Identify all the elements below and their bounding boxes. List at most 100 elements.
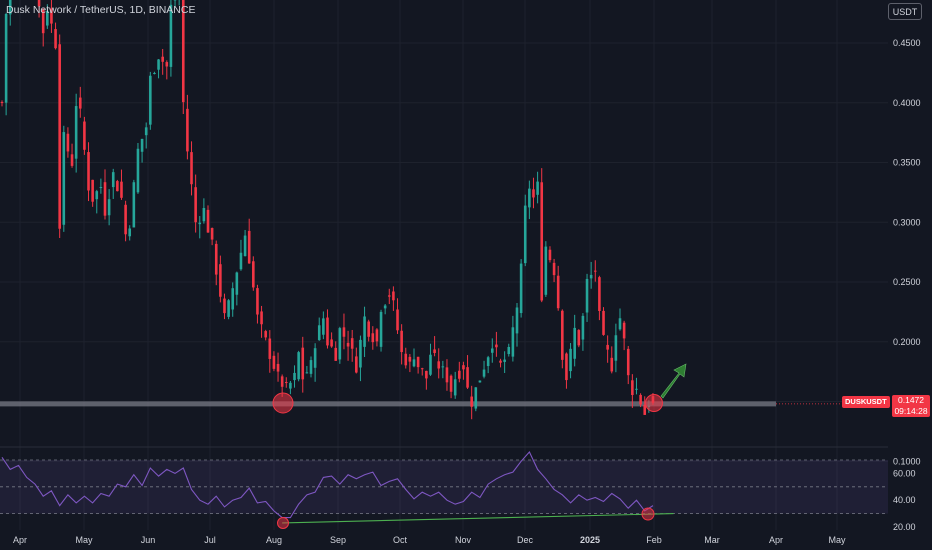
candle-body <box>437 361 441 369</box>
time-tick-label: Dec <box>517 535 534 545</box>
candle <box>561 309 564 369</box>
candle-body <box>367 321 370 337</box>
time-tick-label: Feb <box>646 535 662 545</box>
candle <box>515 303 519 347</box>
low-marker-circle <box>645 394 663 412</box>
candle <box>227 299 230 320</box>
candle <box>437 348 441 379</box>
candle <box>136 142 140 194</box>
candle <box>511 315 515 362</box>
candle-body <box>206 209 210 233</box>
candle <box>132 179 136 228</box>
candle <box>313 343 317 382</box>
candle-body <box>202 208 206 222</box>
candle-body <box>198 222 202 225</box>
candle <box>297 350 300 382</box>
candle-body <box>392 291 395 301</box>
candle <box>416 356 420 374</box>
price-axis[interactable]: 0.75000.70000.65000.60000.55000.50000.45… <box>893 0 921 532</box>
rsi-low-marker <box>641 507 655 521</box>
candle-body <box>577 330 581 346</box>
candle-body <box>486 357 490 367</box>
candle <box>425 370 428 390</box>
candle-body <box>83 121 86 150</box>
arrow-up-icon <box>660 363 687 399</box>
candle <box>272 351 276 372</box>
candle-body <box>284 382 288 384</box>
candle <box>0 100 4 107</box>
candle-body <box>264 331 267 338</box>
candle <box>433 336 436 357</box>
candle-body <box>474 387 478 409</box>
candle <box>206 205 210 233</box>
candle-body <box>371 333 375 343</box>
candle <box>474 387 478 412</box>
candle-body <box>124 204 127 235</box>
candle-body <box>458 370 461 379</box>
candle <box>239 239 243 271</box>
price-tick-label: 0.1000 <box>893 456 921 466</box>
grid <box>0 0 888 530</box>
candle <box>54 22 57 50</box>
candle <box>289 380 292 395</box>
rsi-line <box>1 451 654 519</box>
candle-body <box>186 108 189 152</box>
candle <box>284 377 288 388</box>
candle-body <box>639 394 642 405</box>
candle <box>264 329 267 341</box>
candle <box>219 255 222 303</box>
candle <box>499 358 502 368</box>
candle <box>540 168 544 303</box>
candle <box>153 71 156 75</box>
candle <box>276 352 280 382</box>
candle <box>565 352 568 389</box>
candle-body <box>441 366 445 368</box>
candle <box>165 60 169 80</box>
candle <box>470 385 473 420</box>
candle-body <box>190 152 193 185</box>
candle-body <box>556 275 560 309</box>
candle-body <box>268 338 272 359</box>
candle <box>445 359 449 391</box>
candle-body <box>495 344 498 348</box>
time-tick-label: 2025 <box>580 535 600 545</box>
candle-body <box>181 0 185 103</box>
candle <box>618 308 622 331</box>
candle <box>169 0 173 77</box>
candle-body <box>301 347 305 380</box>
candle <box>346 330 350 361</box>
candle <box>556 265 560 311</box>
last-price-label: 0.1472 09:14:28 <box>892 395 930 417</box>
price-tick-label: 0.3000 <box>893 217 921 227</box>
candle-body <box>635 388 638 390</box>
candle <box>643 396 647 415</box>
chart-title: Dusk Network / TetherUS, 1D, BINANCE <box>6 4 196 16</box>
time-axis[interactable]: Apr May Jun Jul Aug Sep Oct Nov Dec 2025 Feb Mar Apr… <box>13 535 846 545</box>
candle <box>149 71 152 130</box>
candle <box>202 198 206 224</box>
candle-body <box>4 13 8 103</box>
candle <box>231 282 235 317</box>
candle-body <box>313 348 317 368</box>
candle-body <box>322 318 325 335</box>
candle-body <box>482 369 486 377</box>
candle <box>396 298 399 334</box>
candle <box>631 374 634 408</box>
candle <box>99 178 103 194</box>
candle <box>78 86 82 118</box>
candle <box>482 360 486 379</box>
candle-body <box>74 106 78 159</box>
candle-body <box>585 278 589 313</box>
currency-button[interactable]: USDT <box>888 3 922 20</box>
candle <box>111 168 115 199</box>
candle-body <box>247 230 251 264</box>
candle <box>317 317 321 341</box>
candle <box>490 338 494 363</box>
candle <box>210 227 214 246</box>
candle <box>606 335 609 363</box>
rsi-pane <box>0 446 888 529</box>
low-marker-circle <box>272 392 294 414</box>
candle <box>293 365 296 388</box>
candle-body <box>293 372 296 381</box>
